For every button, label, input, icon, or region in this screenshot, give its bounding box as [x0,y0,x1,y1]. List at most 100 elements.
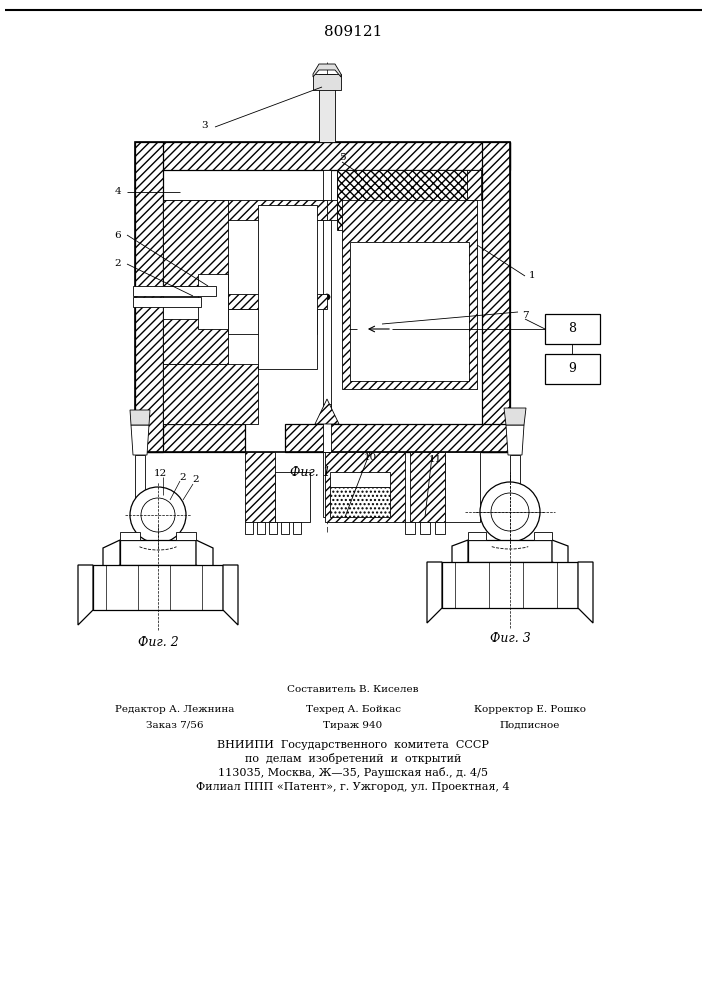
Circle shape [187,277,194,284]
Polygon shape [330,487,390,517]
Polygon shape [133,286,216,296]
Polygon shape [510,455,520,510]
Polygon shape [357,324,377,334]
Polygon shape [285,424,510,452]
Polygon shape [452,540,468,568]
Polygon shape [131,425,149,455]
Polygon shape [545,314,600,344]
Circle shape [206,233,214,240]
Text: Корректор Е. Рошко: Корректор Е. Рошко [474,706,586,714]
Polygon shape [325,452,405,522]
Polygon shape [323,452,331,517]
Polygon shape [163,200,228,364]
Polygon shape [313,74,341,90]
Polygon shape [257,522,265,534]
Text: 6: 6 [115,231,122,239]
Circle shape [141,498,175,532]
Polygon shape [468,540,552,562]
Text: 5: 5 [339,152,345,161]
Polygon shape [78,565,93,625]
Polygon shape [313,64,341,77]
Circle shape [187,255,194,262]
Circle shape [206,300,214,306]
Polygon shape [135,142,163,452]
Circle shape [206,322,214,328]
Polygon shape [135,455,145,510]
Text: Фиг. 2: Фиг. 2 [138,636,178,648]
Polygon shape [468,532,486,540]
Polygon shape [445,452,480,522]
Text: Тираж 940: Тираж 940 [323,720,382,730]
Polygon shape [342,200,477,389]
Polygon shape [163,303,213,319]
Circle shape [187,233,194,240]
Polygon shape [323,170,331,424]
Text: 809121: 809121 [324,25,382,39]
Polygon shape [435,522,445,534]
Polygon shape [330,472,390,487]
Text: Подписное: Подписное [500,720,560,730]
Polygon shape [228,309,317,334]
Text: Составитель В. Киселев: Составитель В. Киселев [287,686,419,694]
Text: 10: 10 [363,452,377,462]
Polygon shape [163,200,327,220]
Polygon shape [163,364,258,424]
Polygon shape [427,562,442,623]
Polygon shape [337,170,481,200]
Text: 2: 2 [115,259,122,268]
Polygon shape [135,424,245,452]
Circle shape [130,487,186,543]
Text: 7: 7 [522,310,528,320]
Text: Заказ 7/56: Заказ 7/56 [146,720,204,730]
Text: 8: 8 [568,322,576,336]
Polygon shape [103,540,120,573]
Text: 113035, Москва, Ж—35, Раушская наб., д. 4/5: 113035, Москва, Ж—35, Раушская наб., д. … [218,768,488,778]
Text: 12: 12 [153,468,167,478]
Text: 3: 3 [201,120,209,129]
Polygon shape [337,170,467,230]
Text: Филиал ППП «Патент», г. Ужгород, ул. Проектная, 4: Филиал ППП «Патент», г. Ужгород, ул. Про… [196,782,510,792]
Text: 4: 4 [115,188,122,196]
Polygon shape [319,74,335,142]
Polygon shape [405,522,415,534]
Polygon shape [420,522,430,534]
Polygon shape [93,565,223,610]
Polygon shape [506,425,524,455]
Polygon shape [223,565,238,625]
Polygon shape [269,522,277,534]
Polygon shape [196,540,213,573]
Polygon shape [315,399,339,424]
Polygon shape [133,297,201,307]
Polygon shape [228,294,327,309]
Text: Фиг. 1: Фиг. 1 [290,466,330,480]
Polygon shape [135,142,510,170]
Circle shape [206,255,214,262]
Text: Фиг. 3: Фиг. 3 [490,632,530,645]
Text: 2: 2 [193,476,199,485]
Circle shape [187,322,194,328]
Polygon shape [258,205,317,369]
Circle shape [187,300,194,306]
Text: ВНИИПИ  Государственного  комитета  СССР: ВНИИПИ Государственного комитета СССР [217,740,489,750]
Polygon shape [176,532,196,540]
Polygon shape [198,274,228,329]
Circle shape [324,294,330,300]
Polygon shape [410,452,445,522]
Circle shape [480,482,540,542]
Text: 2: 2 [180,473,187,482]
Polygon shape [552,540,568,568]
Polygon shape [317,200,337,220]
Polygon shape [323,404,331,452]
Circle shape [206,277,214,284]
Text: по  делам  изобретений  и  открытий: по делам изобретений и открытий [245,754,461,764]
Polygon shape [578,562,593,623]
Polygon shape [120,540,196,565]
Text: Редактор А. Лежнина: Редактор А. Лежнина [115,706,235,714]
Polygon shape [534,532,552,540]
Polygon shape [350,242,469,381]
Polygon shape [275,472,310,522]
Polygon shape [163,286,213,304]
Text: 1: 1 [529,271,535,280]
Polygon shape [281,522,289,534]
Polygon shape [482,142,510,452]
